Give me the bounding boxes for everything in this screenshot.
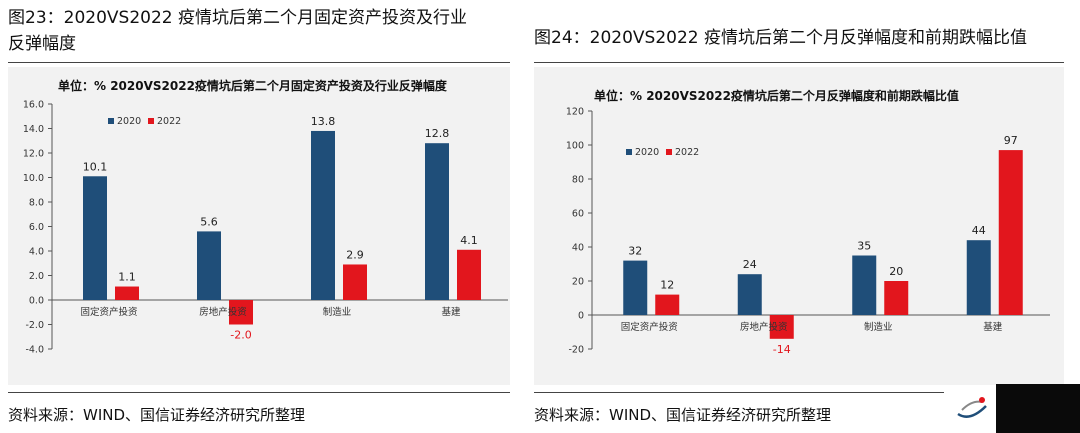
left-bar-chart: -4.0 -2.0 0.0 2.0 4.0 6.0 8.0 10.0 12.0 14.0 16.0 1… [23, 100, 508, 356]
right-title-rule [534, 62, 1064, 63]
right-plot-title: 单位：% 2020VS2022疫情坑后第二个月反弹幅度和前期跌幅比值 [594, 89, 959, 103]
data-label-2022-2: -14 [773, 343, 791, 356]
y-tick-label: 6.0 [29, 222, 44, 233]
legend-label-2022: 2022 [675, 147, 699, 158]
legend-label-2020: 2020 [117, 116, 141, 127]
category-label-3: 制造业 [864, 321, 893, 333]
y-tick-label: 8.0 [29, 198, 44, 209]
bar-2020-1 [83, 176, 107, 300]
bar-2020-4 [966, 240, 991, 315]
right-source-rule [534, 392, 944, 393]
left-figure-title-line1: 图23：2020VS2022 疫情坑后第二个月固定资产投资及行业 [8, 8, 467, 28]
y-tick-label: 40 [572, 243, 584, 254]
category-label-1: 固定资产投资 [80, 306, 138, 318]
left-source-rule [8, 392, 510, 393]
data-label-2020-4: 12.8 [425, 127, 450, 140]
bar-2022-4 [457, 249, 481, 300]
bar-2022-2 [769, 315, 794, 339]
data-label-2020-1: 32 [628, 245, 642, 258]
bar-2022-3 [343, 264, 367, 300]
legend-swatch-2020 [108, 118, 114, 124]
bar-2020-1 [623, 260, 648, 315]
y-tick-label: 0 [578, 311, 584, 322]
legend-swatch-2022 [666, 149, 672, 155]
data-label-2022-1: 12 [660, 279, 674, 292]
y-tick-label: -4.0 [25, 345, 44, 356]
data-label-2022-4: 97 [1004, 134, 1018, 147]
bar-2022-4 [998, 150, 1023, 315]
data-label-2020-4: 44 [972, 224, 986, 237]
y-tick-label: -20 [568, 345, 584, 356]
right-bar-chart: -20 0 20 40 60 80 100 120 32 12 固定资产投资 24 -14 房地产投资 35… [566, 107, 1050, 356]
data-label-2020-3: 13.8 [311, 115, 336, 128]
data-label-2020-1: 10.1 [83, 160, 108, 173]
y-tick-label: 120 [566, 107, 584, 118]
legend-swatch-2020 [626, 149, 632, 155]
bar-2020-4 [425, 143, 449, 300]
left-figure-title-line2: 反弹幅度 [8, 34, 76, 54]
category-label-3: 制造业 [323, 306, 352, 318]
y-tick-label: 100 [566, 141, 584, 152]
category-label-4: 基建 [441, 306, 461, 318]
data-label-2022-1: 1.1 [118, 271, 136, 284]
bar-2020-2 [737, 274, 762, 315]
left-source: 资料来源：WIND、国信证券经济研究所整理 [8, 406, 306, 424]
bar-2022-1 [115, 286, 139, 300]
y-tick-label: 20 [572, 277, 584, 288]
bar-2022-1 [655, 294, 680, 315]
y-tick-label: 4.0 [29, 247, 44, 258]
left-plot-title: 单位：% 2020VS2022疫情坑后第二个月固定资产投资及行业反弹幅度 [58, 79, 447, 93]
bar-2020-3 [852, 255, 877, 315]
data-label-2022-3: 2.9 [346, 248, 364, 261]
right-figure-title: 图24：2020VS2022 疫情坑后第二个月反弹幅度和前期跌幅比值 [534, 28, 1027, 48]
legend-label-2020: 2020 [635, 147, 659, 158]
category-label-2: 房地产投资 [199, 306, 247, 318]
watermark-logo-icon [957, 397, 987, 418]
category-label-1: 固定资产投资 [621, 321, 679, 333]
y-tick-label: 80 [572, 175, 584, 186]
bar-2020-2 [197, 231, 221, 300]
bar-2022-2 [229, 300, 253, 325]
y-tick-label: 14.0 [23, 124, 44, 135]
bar-2022-3 [884, 281, 909, 315]
left-title-rule [8, 62, 510, 63]
category-label-2: 房地产投资 [740, 321, 788, 333]
legend-swatch-2022 [148, 118, 154, 124]
y-tick-label: 16.0 [23, 100, 44, 111]
category-label-4: 基建 [983, 321, 1003, 333]
right-source: 资料来源：WIND、国信证券经济研究所整理 [534, 406, 832, 424]
data-label-2022-2: -2.0 [230, 329, 251, 342]
data-label-2020-2: 24 [743, 258, 757, 271]
data-label-2020-2: 5.6 [200, 215, 218, 228]
y-tick-label: 12.0 [23, 149, 44, 160]
data-label-2020-3: 35 [857, 240, 871, 253]
bar-2020-3 [311, 130, 335, 300]
y-tick-label: -2.0 [25, 320, 44, 331]
y-tick-label: 60 [572, 209, 584, 220]
y-tick-label: 2.0 [29, 271, 44, 282]
y-tick-label: 10.0 [23, 173, 44, 184]
y-tick-label: 0.0 [29, 296, 44, 307]
dark-corner-overlay [996, 384, 1080, 433]
right-plot-background [534, 67, 1064, 385]
legend-label-2022: 2022 [157, 116, 181, 127]
data-label-2022-3: 20 [889, 265, 903, 278]
data-label-2022-4: 4.1 [460, 234, 478, 247]
